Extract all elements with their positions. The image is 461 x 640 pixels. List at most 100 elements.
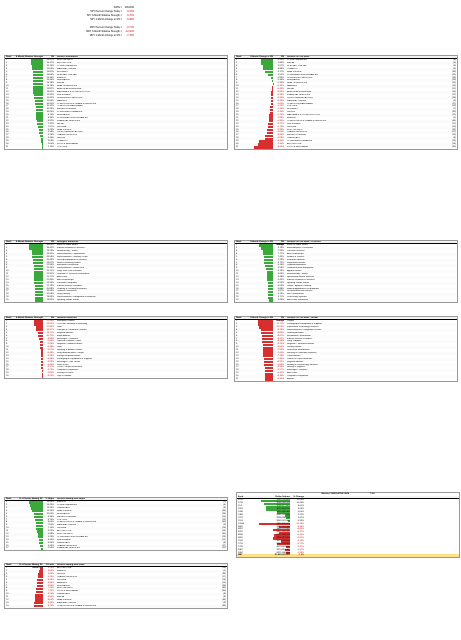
value-bar (35, 108, 43, 111)
row-rank: 22 (236, 119, 239, 122)
row-bar-cell (244, 250, 274, 253)
row-rank: 11 (236, 273, 239, 276)
value-bar (34, 515, 43, 519)
row-rank: 15 (6, 99, 9, 102)
row-bar-cell (14, 85, 44, 88)
row-rank: 16 (236, 102, 239, 105)
row-name: Steel & Iron (57, 363, 69, 366)
row-bar-cell (244, 128, 274, 132)
table-row: 20 19.62% Sporting Goods Stores (5, 299, 227, 302)
row-rank: 11 (6, 88, 9, 91)
row-rank: 13 (236, 354, 239, 357)
row-rank: 20 (236, 114, 239, 117)
table-row: 3 15.14% CONGLOMERATES (5, 65, 227, 68)
value-bar (35, 111, 43, 114)
table-row: 17 10.42% COMPUTER HARDWARE (5, 105, 227, 109)
table-row: 23 7.92% RETAIL (5, 123, 227, 126)
row-bar-cell (14, 573, 44, 576)
row-bar-cell (14, 143, 44, 146)
row-dollar-text: $196,596,170 (276, 516, 290, 519)
row-bar-cell (244, 137, 274, 140)
row-bar-cell (244, 366, 274, 370)
row-bar-cell (14, 62, 44, 65)
value-bar (41, 369, 43, 372)
row-bar-cell (244, 134, 274, 137)
table-row: 3 5.07% SPECIALTY RETAIL (9) (235, 65, 457, 68)
row-name: Medical Appliances & Equipment (287, 287, 319, 290)
row-rank: 4 (236, 328, 238, 331)
row-bar-cell (244, 346, 274, 349)
table-row: 15 11.60% BANKING (5, 100, 227, 103)
value-bar (34, 97, 43, 100)
row-bar-cell (244, 114, 274, 117)
row-value: 4.66% (277, 273, 284, 276)
value-bar (37, 123, 43, 126)
row-value: -17.96% (45, 325, 54, 328)
row-rank: 22 (6, 119, 9, 122)
table-row: 19 -6.41% Auto Parts (235, 372, 457, 375)
row-rank: 2 (6, 504, 8, 507)
row-count: (2) (453, 117, 456, 119)
row-name: Music & Video Stores (57, 244, 78, 247)
row-bar-cell (14, 99, 44, 103)
row-name: AUTOMOTIVE (57, 530, 72, 533)
row-bar-cell (244, 273, 274, 276)
table-row: 13 9.40% MANUFACTURING (9) (5, 602, 227, 605)
row-dollar-volume: $240,178,000 (251, 543, 291, 546)
row-rank: 17 (6, 366, 9, 369)
row-rank: 19 (6, 296, 9, 299)
row-bar-cell (244, 284, 274, 288)
row-bar-cell (14, 602, 44, 605)
col-header-dollar-volume: Dollar Volume (275, 496, 290, 499)
row-dollar-text: $112,464,100 (276, 508, 290, 511)
value-bar (34, 599, 43, 602)
row-bar-cell (14, 296, 44, 299)
table-row: 9 0.14% HEALTH SERVICES (20) (235, 82, 457, 85)
value-bar (31, 59, 43, 62)
table-row: 11 -5.67% Sporting & Athletic Goods (5, 349, 227, 352)
row-rank: 6 (6, 73, 8, 76)
row-name: ELECTRONICS (57, 532, 73, 535)
value-bar (268, 290, 273, 294)
row-count (219, 299, 227, 302)
row-rank: 26 (236, 131, 239, 134)
row-exch: 7532 (238, 539, 243, 542)
row-bar-cell (244, 320, 274, 323)
row-name: Home Furnishing Stores (57, 261, 81, 264)
table-row: 12 4.48% Specialized Health Services (235, 275, 457, 279)
table-row: 4 26.92% Semiconductor - Specialized (5, 252, 227, 256)
row-name: Toys & Games (57, 375, 72, 378)
value-bar (36, 587, 43, 591)
value-bar (39, 131, 43, 135)
row-count: (9) (223, 601, 226, 604)
row-value: -11.77% (276, 320, 284, 323)
row-bar-cell (244, 355, 274, 358)
value-bar (38, 128, 43, 132)
row-name: Airlines (287, 378, 295, 380)
table-row: 19 -3.60% Savings & Loans (5, 372, 227, 375)
row-name: Regional - Midwest Banks (57, 343, 83, 346)
row-exch: 15.3 (238, 505, 243, 508)
row-name: Pollution & Treatment Controls (57, 328, 87, 331)
col-header-metric: 1-Month Change in RS (249, 241, 273, 243)
table-row: 11 21.91% Scientific & Technical Instrumen… (5, 273, 227, 276)
value-bar (269, 120, 273, 123)
row-value: 6.25% (47, 530, 54, 533)
new-highs-table: Rank % of Sector Making 52-Week High% Hig… (4, 497, 228, 552)
row-change: 5.00% (297, 511, 304, 514)
row-exch: 7725 (238, 542, 243, 545)
value-bar (40, 134, 43, 137)
row-bar-cell (14, 567, 44, 570)
row-count: (26) (222, 584, 226, 587)
row-bar-cell (244, 276, 274, 279)
value-bar (258, 326, 273, 329)
row-value: 13.61% (46, 90, 54, 93)
row-count: (13) (452, 105, 456, 108)
value-bar (263, 358, 273, 361)
table-row: 21 -6.34% Airlines (235, 378, 457, 381)
value-bar (259, 140, 273, 143)
row-count: (16) (452, 125, 456, 128)
row-name: Rubber & Plastics (287, 255, 305, 258)
row-dollar-text: $171,008,900 (276, 551, 290, 554)
row-value: -4.08% (277, 137, 284, 140)
